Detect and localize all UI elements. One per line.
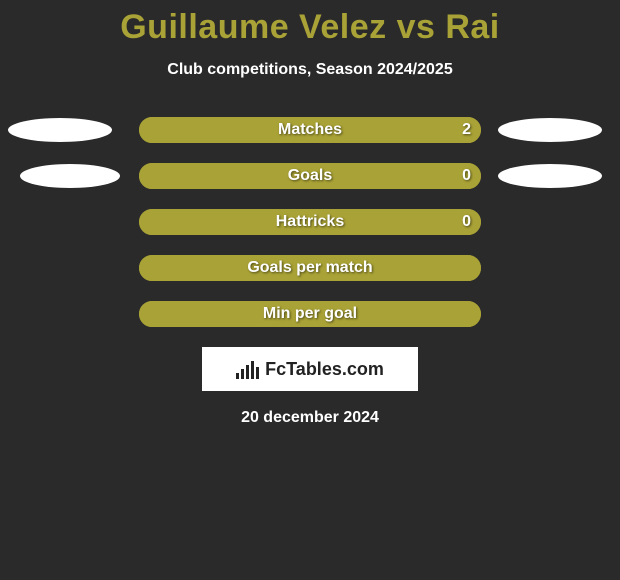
stat-row: 0 Hattricks <box>0 209 620 235</box>
stat-bar-outline <box>139 255 481 281</box>
site-logo: FcTables.com <box>202 347 418 391</box>
player-right-marker <box>498 164 602 188</box>
site-logo-text: FcTables.com <box>265 359 384 380</box>
stat-bar-outline <box>139 117 481 143</box>
stat-row: 0 Goals <box>0 163 620 189</box>
stat-bar-outline <box>139 163 481 189</box>
stat-bar: 2 Matches <box>139 117 481 143</box>
player-left-marker <box>8 118 112 142</box>
stat-bar-outline <box>139 209 481 235</box>
player-left-marker <box>20 164 120 188</box>
bar-chart-icon <box>236 359 259 379</box>
stat-bar: Min per goal <box>139 301 481 327</box>
infographic-root: Guillaume Velez vs Rai Club competitions… <box>0 0 620 580</box>
stat-bar: 0 Hattricks <box>139 209 481 235</box>
date-label: 20 december 2024 <box>0 409 620 427</box>
stat-row: Min per goal <box>0 301 620 327</box>
stat-rows: 2 Matches 0 Goals 0 <box>0 117 620 327</box>
subtitle: Club competitions, Season 2024/2025 <box>0 61 620 79</box>
page-title: Guillaume Velez vs Rai <box>0 0 620 47</box>
stat-bar: 0 Goals <box>139 163 481 189</box>
stat-row: Goals per match <box>0 255 620 281</box>
stat-bar-outline <box>139 301 481 327</box>
player-right-marker <box>498 118 602 142</box>
stat-bar: Goals per match <box>139 255 481 281</box>
stat-row: 2 Matches <box>0 117 620 143</box>
